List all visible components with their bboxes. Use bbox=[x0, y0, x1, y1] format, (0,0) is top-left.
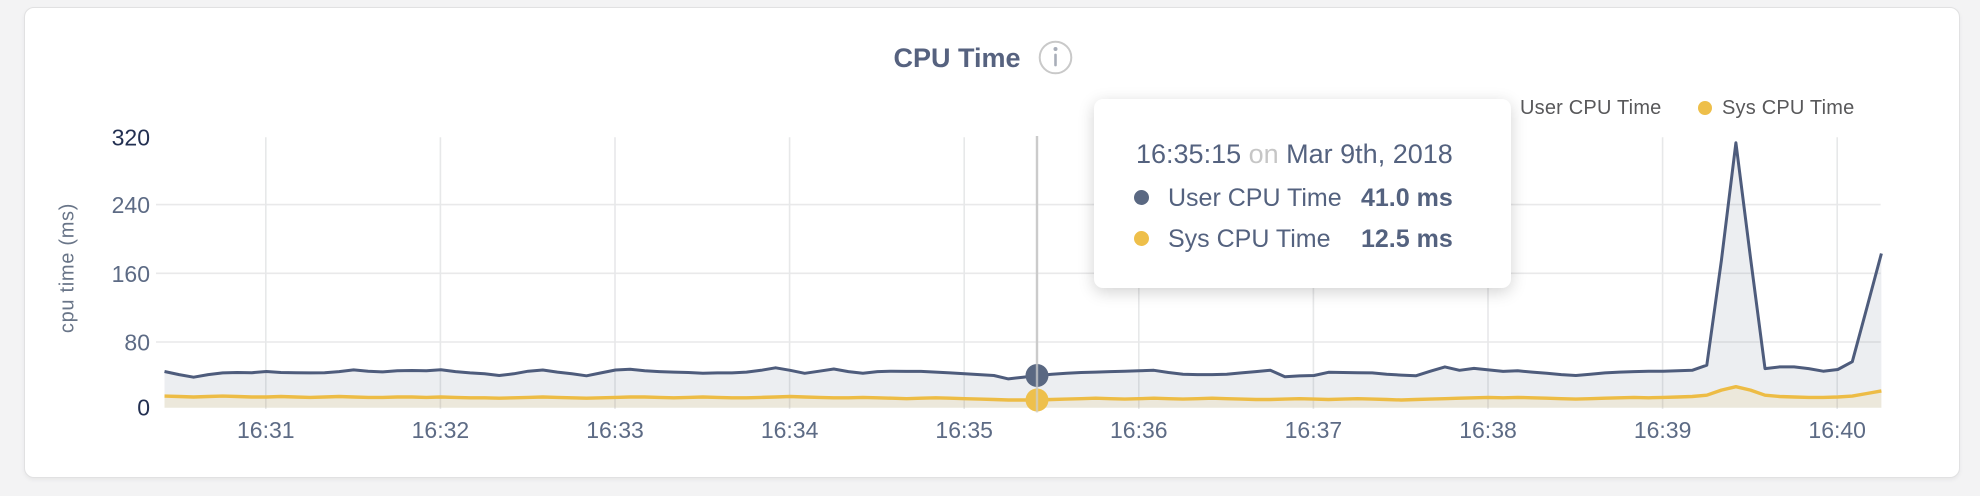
svg-text:240: 240 bbox=[112, 192, 150, 218]
svg-text:16:38: 16:38 bbox=[1459, 417, 1517, 443]
svg-text:16:37: 16:37 bbox=[1285, 417, 1343, 443]
svg-text:320: 320 bbox=[112, 125, 150, 151]
svg-text:16:34: 16:34 bbox=[761, 417, 819, 443]
svg-text:cpu time (ms): cpu time (ms) bbox=[57, 203, 79, 333]
svg-text:16:35: 16:35 bbox=[935, 417, 993, 443]
svg-text:80: 80 bbox=[124, 330, 150, 356]
svg-text:16:36: 16:36 bbox=[1110, 417, 1168, 443]
svg-text:16:32: 16:32 bbox=[412, 417, 470, 443]
svg-text:16:33: 16:33 bbox=[586, 417, 644, 443]
svg-text:0: 0 bbox=[137, 395, 150, 421]
svg-text:16:39: 16:39 bbox=[1634, 417, 1692, 443]
svg-text:160: 160 bbox=[112, 261, 150, 287]
svg-text:16:40: 16:40 bbox=[1808, 417, 1866, 443]
svg-text:16:31: 16:31 bbox=[237, 417, 295, 443]
